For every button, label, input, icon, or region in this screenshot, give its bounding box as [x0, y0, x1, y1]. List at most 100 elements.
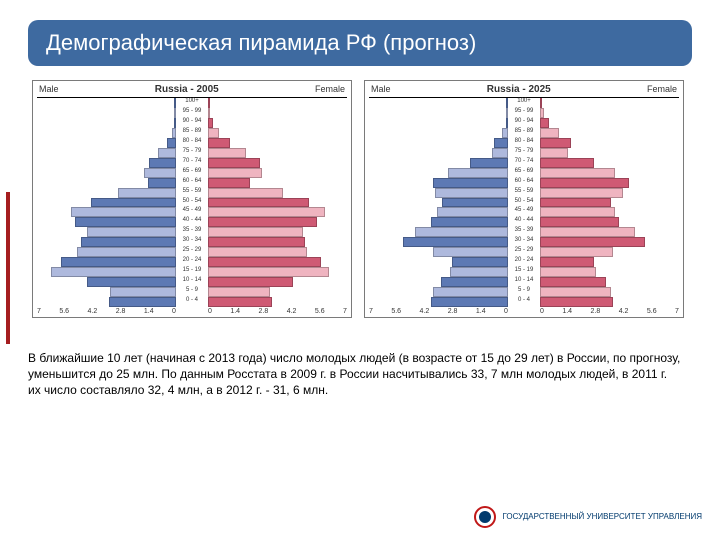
- female-bar: [540, 277, 606, 287]
- female-bar: [208, 297, 272, 307]
- male-bar: [172, 128, 176, 138]
- male-bar: [431, 217, 508, 227]
- age-band-label: 95 - 99: [508, 108, 540, 118]
- age-band-label: 60 - 64: [176, 178, 208, 188]
- female-bar: [540, 108, 544, 118]
- x-tick: 0: [540, 308, 544, 315]
- male-bar: [91, 198, 176, 208]
- x-tick: 4.2: [287, 308, 297, 315]
- female-bar: [208, 207, 325, 217]
- male-bar: [502, 128, 508, 138]
- age-band-label: 75 - 79: [508, 148, 540, 158]
- female-bar: [208, 247, 307, 257]
- age-band-label: 55 - 59: [508, 188, 540, 198]
- age-band-label: 80 - 84: [508, 138, 540, 148]
- female-bar: [208, 108, 210, 118]
- male-bar: [158, 148, 176, 158]
- x-tick: 7: [37, 308, 41, 315]
- male-bar: [148, 178, 176, 188]
- logo-text: ГОСУДАРСТВЕННЫЙ УНИВЕРСИТЕТ УПРАВЛЕНИЯ: [502, 513, 702, 522]
- male-bar: [435, 188, 508, 198]
- male-bar: [415, 227, 508, 237]
- x-tick: 5.6: [391, 308, 401, 315]
- male-bar: [450, 267, 508, 277]
- female-bar: [208, 118, 213, 128]
- age-band-label: 15 - 19: [176, 267, 208, 277]
- age-band-label: 50 - 54: [176, 198, 208, 208]
- age-band-label: 20 - 24: [176, 257, 208, 267]
- age-band-label: 45 - 49: [508, 207, 540, 217]
- pyramid-panel: MaleRussia - 2005Female100+95 - 9990 - 9…: [32, 80, 352, 318]
- age-band-label: 5 - 9: [508, 287, 540, 297]
- female-bar: [540, 217, 619, 227]
- male-bar: [87, 277, 176, 287]
- footer-logo: ГОСУДАРСТВЕННЫЙ УНИВЕРСИТЕТ УПРАВЛЕНИЯ: [474, 506, 702, 528]
- x-tick: 1.4: [144, 308, 154, 315]
- x-tick: 1.4: [562, 308, 572, 315]
- male-bar: [167, 138, 176, 148]
- age-band-label: 0 - 4: [508, 297, 540, 307]
- age-band-label: 70 - 74: [508, 158, 540, 168]
- female-label: Female: [315, 84, 345, 95]
- male-bar: [51, 267, 176, 277]
- male-bar: [433, 178, 508, 188]
- male-bar: [433, 287, 508, 297]
- x-tick: 1.4: [476, 308, 486, 315]
- male-bar: [174, 108, 176, 118]
- age-band-label: 10 - 14: [176, 277, 208, 287]
- x-tick: 4.2: [619, 308, 629, 315]
- male-bar: [492, 148, 508, 158]
- age-band-label: 60 - 64: [508, 178, 540, 188]
- female-bar: [540, 118, 549, 128]
- female-bar: [540, 198, 611, 208]
- female-bar: [540, 297, 613, 307]
- female-bar: [208, 267, 329, 277]
- female-label: Female: [647, 84, 677, 95]
- male-bar: [71, 207, 176, 217]
- female-bar: [208, 98, 210, 108]
- female-bar: [208, 217, 317, 227]
- female-bar: [208, 257, 321, 267]
- male-bar: [448, 168, 508, 178]
- female-bar: [208, 237, 305, 247]
- male-bar: [174, 118, 176, 128]
- male-bar: [442, 198, 508, 208]
- male-bar: [61, 257, 176, 267]
- age-band-label: 35 - 39: [176, 227, 208, 237]
- age-band-label: 40 - 44: [508, 217, 540, 227]
- female-bar: [540, 237, 645, 247]
- age-band-label: 65 - 69: [176, 168, 208, 178]
- age-band-label: 100+: [508, 98, 540, 108]
- x-tick: 2.8: [116, 308, 126, 315]
- x-tick: [176, 308, 208, 315]
- age-band-label: 95 - 99: [176, 108, 208, 118]
- female-bar: [540, 188, 623, 198]
- x-tick: 1.4: [230, 308, 240, 315]
- female-bar: [208, 198, 309, 208]
- x-tick: 0: [208, 308, 212, 315]
- male-label: Male: [371, 84, 391, 95]
- female-bar: [540, 138, 571, 148]
- age-band-label: 30 - 34: [508, 237, 540, 247]
- x-tick: 7: [675, 308, 679, 315]
- age-band-label: 65 - 69: [508, 168, 540, 178]
- female-bar: [208, 178, 250, 188]
- age-band-label: 0 - 4: [176, 297, 208, 307]
- male-bar: [441, 277, 509, 287]
- female-bar: [540, 178, 629, 188]
- female-bar: [540, 267, 596, 277]
- age-band-label: 40 - 44: [176, 217, 208, 227]
- female-bar: [540, 158, 594, 168]
- age-band-label: 90 - 94: [508, 118, 540, 128]
- age-band-label: 100+: [176, 98, 208, 108]
- x-tick: 5.6: [59, 308, 69, 315]
- x-tick: 2.8: [591, 308, 601, 315]
- x-tick: 5.6: [647, 308, 657, 315]
- male-bar: [77, 247, 176, 257]
- female-bar: [208, 138, 230, 148]
- age-band-label: 25 - 29: [176, 247, 208, 257]
- female-bar: [540, 207, 615, 217]
- age-band-label: 15 - 19: [508, 267, 540, 277]
- male-bar: [75, 217, 176, 227]
- female-bar: [208, 168, 262, 178]
